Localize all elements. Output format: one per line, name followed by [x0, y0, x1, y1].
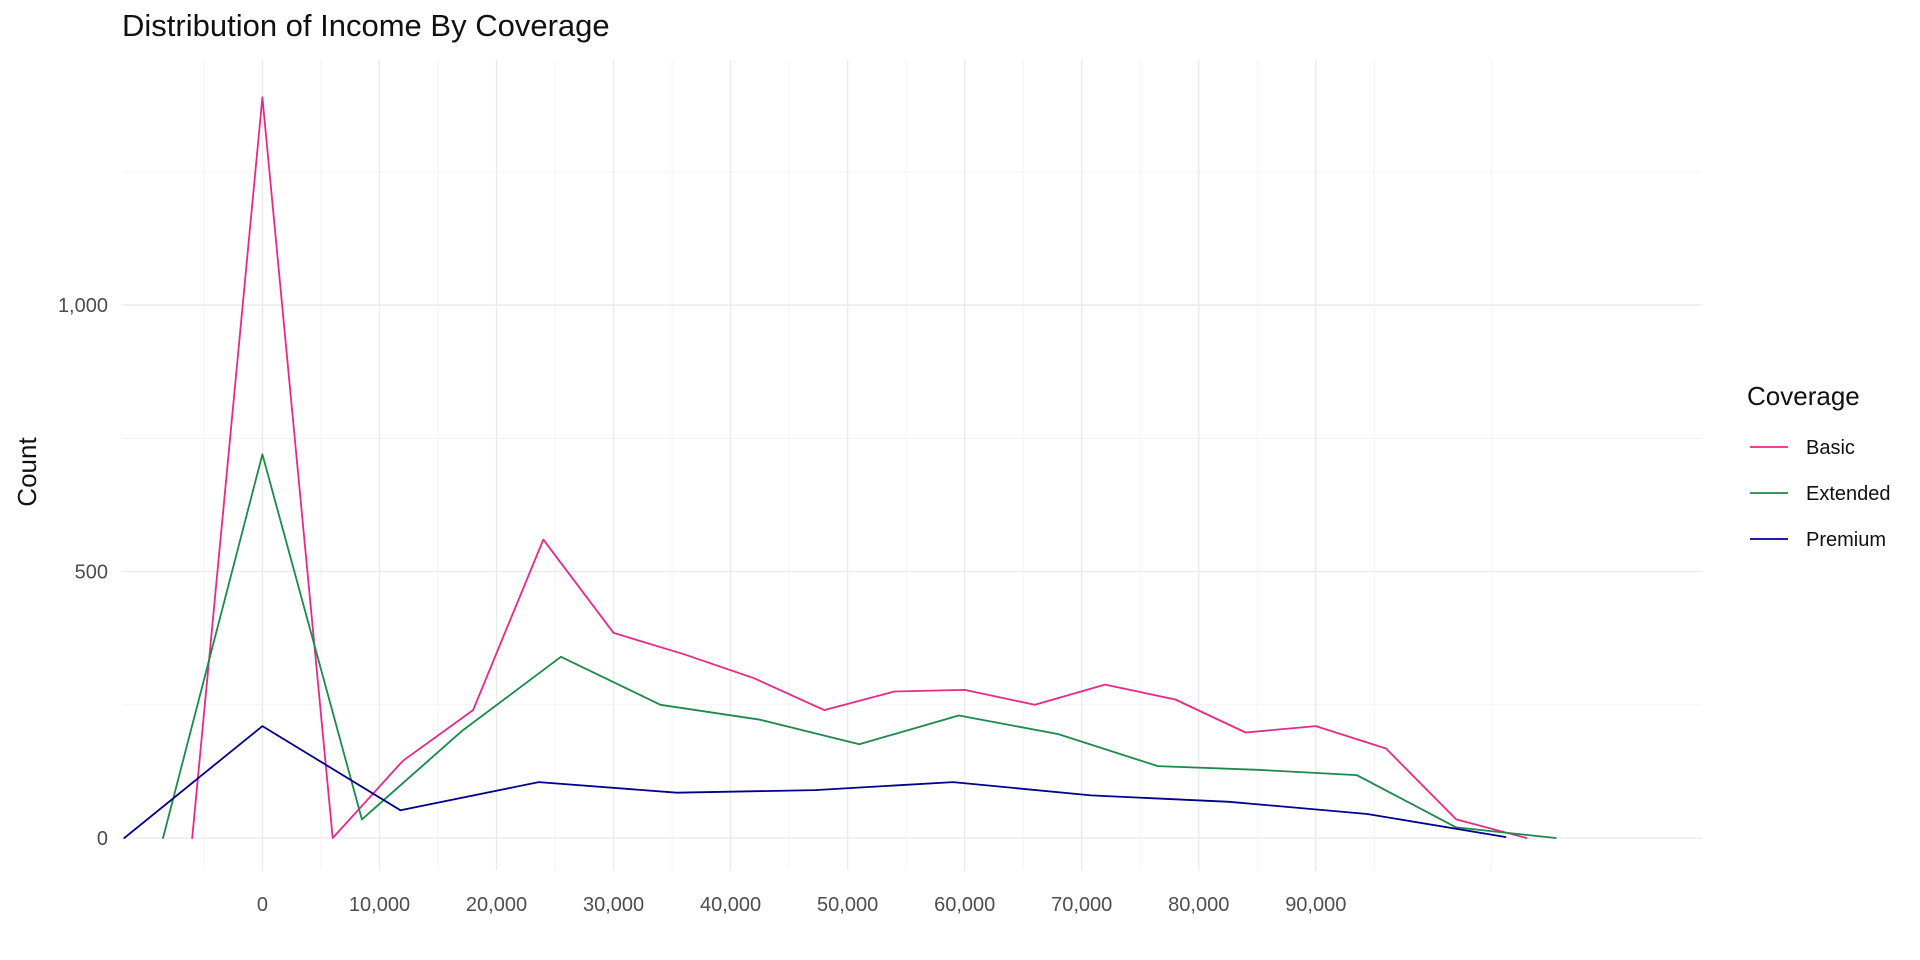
x-tick-label: 20,000	[466, 894, 527, 916]
y-tick-label: 0	[97, 828, 108, 850]
y-tick-label: 500	[75, 562, 108, 584]
x-tick-label: 40,000	[700, 894, 761, 916]
legend-label-basic: Basic	[1806, 437, 1855, 459]
x-tick-label: 30,000	[583, 894, 644, 916]
x-axis-tick-labels: 0 10,000 20,000 30,000 40,000 50,000 60,000 70,…	[257, 894, 1346, 916]
x-tick-label: 90,000	[1285, 894, 1346, 916]
x-tick-label: 60,000	[934, 894, 995, 916]
x-tick-label: 70,000	[1051, 894, 1112, 916]
legend: Coverage Basic Extended Premium	[1747, 381, 1891, 551]
x-tick-label: 10,000	[349, 894, 410, 916]
y-tick-label: 1,000	[58, 295, 108, 317]
major-gridlines	[122, 60, 1702, 870]
series-line-basic	[191, 96, 1528, 839]
x-tick-label: 0	[257, 894, 268, 916]
series-line-premium	[123, 725, 1507, 839]
chart-title: Distribution of Income By Coverage	[122, 8, 610, 43]
minor-gridlines	[122, 60, 1702, 870]
y-axis-label: Count	[12, 437, 42, 507]
legend-title: Coverage	[1747, 381, 1860, 411]
series-line-extended	[162, 453, 1557, 839]
legend-label-extended: Extended	[1806, 483, 1891, 505]
x-tick-label: 50,000	[817, 894, 878, 916]
series-lines	[123, 96, 1557, 839]
y-axis-tick-labels: 0 500 1,000	[58, 295, 108, 850]
x-tick-label: 80,000	[1168, 894, 1229, 916]
legend-label-premium: Premium	[1806, 529, 1886, 551]
